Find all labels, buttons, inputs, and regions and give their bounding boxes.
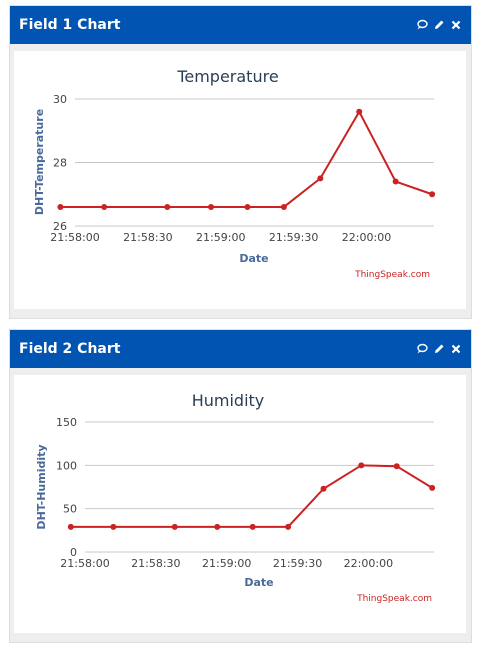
y-tick-label: 50 — [63, 503, 77, 516]
data-point[interactable] — [244, 203, 251, 210]
data-point[interactable] — [429, 484, 436, 491]
x-tick-label: 22:00:00 — [342, 231, 391, 244]
x-tick-label: 22:00:00 — [344, 557, 393, 570]
y-gridlines — [85, 421, 434, 553]
close-icon[interactable] — [450, 19, 462, 31]
comment-icon[interactable] — [416, 343, 428, 355]
field-1-panel: Field 1 Chart Temperature 30 28 26 21:58:0… — [9, 5, 472, 319]
y-axis-label: DHT-Temperature — [33, 109, 46, 215]
x-tick-label: 21:59:30 — [273, 557, 322, 570]
comment-icon[interactable] — [416, 19, 428, 31]
field-2-title: Field 2 Chart — [19, 341, 121, 357]
x-tick-label: 21:59:30 — [269, 231, 318, 244]
data-point[interactable] — [57, 203, 64, 210]
data-point[interactable] — [285, 523, 292, 530]
y-axis-label: DHT-Humidity — [35, 444, 48, 529]
y-tick-label: 26 — [53, 220, 67, 233]
field-1-title: Field 1 Chart — [19, 17, 121, 33]
y-tick-labels: 30 28 26 — [53, 93, 67, 233]
series-line-path — [60, 109, 433, 208]
pencil-icon[interactable] — [433, 19, 445, 31]
y-tick-label: 30 — [53, 93, 67, 106]
field-2-panel: Field 2 Chart Humidity 150 100 50 0 21:58:0… — [9, 329, 472, 643]
x-tick-label: 21:58:00 — [60, 557, 109, 570]
data-point[interactable] — [67, 523, 74, 530]
temperature-chart: Temperature 30 28 26 21:58:00 21:58:30 21:59… — [33, 67, 436, 280]
data-point[interactable] — [356, 108, 363, 115]
y-gridlines — [75, 98, 434, 227]
data-point[interactable] — [164, 203, 171, 210]
thingspeak-credit[interactable]: ThingSpeak.com — [356, 594, 432, 604]
data-point[interactable] — [280, 203, 287, 210]
series-line-path — [70, 464, 433, 528]
chart-title: Humidity — [192, 391, 265, 410]
data-point[interactable] — [320, 485, 327, 492]
thingspeak-credit[interactable]: ThingSpeak.com — [354, 270, 430, 280]
data-point[interactable] — [208, 203, 215, 210]
x-tick-label: 21:59:00 — [196, 231, 245, 244]
series-line — [70, 464, 433, 528]
field-2-header: Field 2 Chart — [10, 330, 471, 368]
x-axis-label: Date — [239, 252, 268, 265]
y-tick-label: 0 — [70, 546, 77, 559]
humidity-chart: Humidity 150 100 50 0 21:58:00 21:58:30 21:59… — [35, 391, 436, 604]
series-points — [67, 462, 436, 530]
pencil-icon[interactable] — [433, 343, 445, 355]
data-point[interactable] — [214, 523, 221, 530]
x-tick-labels: 21:58:00 21:58:30 21:59:00 21:59:30 22:00:00 — [60, 557, 393, 570]
x-tick-label: 21:59:00 — [202, 557, 251, 570]
chart-title: Temperature — [176, 67, 278, 86]
y-tick-label: 28 — [53, 157, 67, 170]
chart-area: Temperature 30 28 26 21:58:00 21:58:30 21:59… — [14, 51, 466, 309]
field-1-header: Field 1 Chart — [10, 6, 471, 44]
x-axis-label: Date — [244, 576, 273, 589]
series-line — [60, 109, 433, 208]
data-point[interactable] — [317, 175, 324, 182]
x-tick-label: 21:58:30 — [123, 231, 172, 244]
data-point[interactable] — [393, 463, 400, 470]
data-point[interactable] — [171, 523, 178, 530]
data-point[interactable] — [392, 178, 399, 185]
data-point[interactable] — [110, 523, 117, 530]
x-tick-labels: 21:58:00 21:58:30 21:59:00 21:59:30 22:00:00 — [50, 231, 391, 244]
y-tick-labels: 150 100 50 0 — [56, 416, 77, 559]
chart-area: Humidity 150 100 50 0 21:58:00 21:58:30 21:59… — [14, 375, 466, 633]
data-point[interactable] — [249, 523, 256, 530]
y-tick-label: 100 — [56, 459, 77, 472]
data-point[interactable] — [429, 191, 436, 198]
y-tick-label: 150 — [56, 416, 77, 429]
data-point[interactable] — [358, 462, 365, 469]
close-icon[interactable] — [450, 343, 462, 355]
x-tick-label: 21:58:00 — [50, 231, 99, 244]
data-point[interactable] — [101, 203, 108, 210]
x-tick-label: 21:58:30 — [131, 557, 180, 570]
series-points — [57, 108, 436, 210]
